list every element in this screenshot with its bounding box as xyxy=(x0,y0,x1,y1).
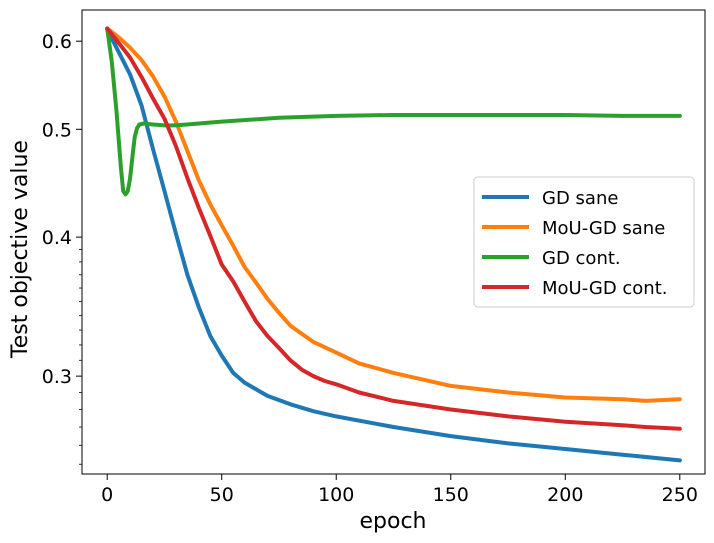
x-tick-label: 100 xyxy=(318,484,354,506)
legend-label: GD sane xyxy=(542,188,618,209)
series-line-3 xyxy=(105,26,682,431)
x-axis-title: epoch xyxy=(360,509,427,534)
legend: GD sane MoU-GD sane GD cont. MoU-GD cont. xyxy=(473,176,695,308)
y-tick-label: 0.6 xyxy=(42,31,72,53)
y-tick-label: 0.4 xyxy=(42,227,72,249)
axes-layer: 0 50 100 150 200 250 0.3 0.4 0.5 0.6 xyxy=(42,9,706,506)
plot-frame xyxy=(81,9,706,475)
series-line-0 xyxy=(105,27,682,463)
x-tick-label: 50 xyxy=(210,484,234,506)
series-line-2 xyxy=(105,26,682,197)
y-axis-title: Test objective value xyxy=(8,140,33,359)
series-line-1 xyxy=(105,26,682,403)
legend-label: MoU-GD cont. xyxy=(542,278,668,299)
series-layer xyxy=(105,26,682,463)
legend-label: GD cont. xyxy=(542,248,621,269)
y-tick-label: 0.3 xyxy=(42,366,72,388)
legend-box xyxy=(473,176,695,308)
x-tick-label: 200 xyxy=(547,484,583,506)
x-tick-label: 150 xyxy=(433,484,469,506)
legend-label: MoU-GD sane xyxy=(542,218,665,239)
y-tick-label: 0.5 xyxy=(42,119,72,141)
x-tick-label: 250 xyxy=(662,484,698,506)
x-tick-label: 0 xyxy=(101,484,113,506)
